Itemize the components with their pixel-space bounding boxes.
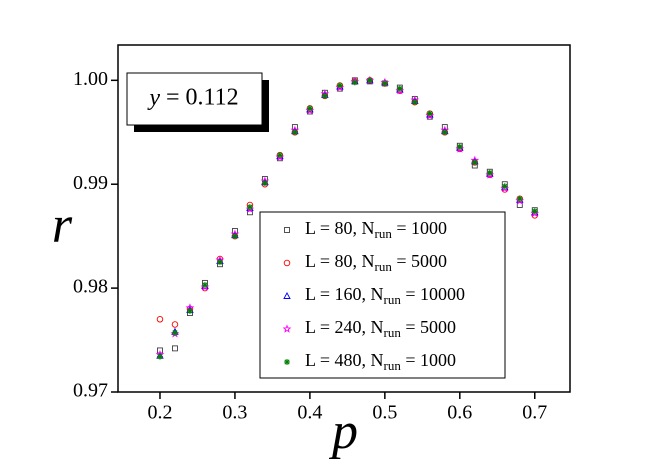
point <box>216 259 223 266</box>
x-tick-label: 0.4 <box>297 402 322 424</box>
point <box>455 144 465 153</box>
x-tick-label: 0.6 <box>447 402 472 424</box>
annotation: y = 0.112 <box>147 85 238 111</box>
legend-label: L = 80, Nrun = 5000 <box>305 251 447 274</box>
point <box>335 83 345 92</box>
legend-label: L = 160, Nrun = 10000 <box>305 284 465 307</box>
legend-label: L = 240, Nrun = 5000 <box>305 317 456 340</box>
x-axis-label: p <box>328 403 358 460</box>
point <box>172 345 178 352</box>
point <box>486 169 493 176</box>
point <box>275 152 285 161</box>
point <box>305 105 315 115</box>
point <box>501 183 508 190</box>
point <box>516 195 523 202</box>
legend-label: L = 80, Nrun = 1000 <box>305 218 447 241</box>
point <box>276 152 283 159</box>
legend-marker <box>282 324 292 333</box>
point <box>426 110 433 117</box>
point <box>156 353 163 360</box>
point <box>200 282 210 291</box>
point <box>530 208 540 218</box>
legend-marker <box>283 292 291 299</box>
y-tick-label: 0.99 <box>73 172 108 194</box>
point <box>201 281 208 288</box>
point <box>321 92 328 99</box>
point <box>306 105 313 112</box>
point <box>291 129 298 136</box>
point <box>366 77 373 84</box>
point <box>485 170 495 179</box>
point <box>246 204 253 211</box>
point <box>171 321 179 328</box>
point <box>471 159 478 166</box>
point <box>411 99 418 106</box>
point <box>351 79 358 86</box>
point <box>156 316 164 323</box>
series <box>156 77 538 360</box>
point <box>456 143 463 150</box>
plot-frame <box>117 44 571 393</box>
point <box>425 111 435 120</box>
legend-box <box>259 211 506 379</box>
point <box>336 82 343 89</box>
x-tick-label: 0.3 <box>222 402 247 424</box>
point <box>186 307 193 314</box>
point <box>441 129 448 136</box>
point <box>171 329 178 336</box>
point <box>531 208 538 215</box>
x-tick-label: 0.5 <box>372 402 397 424</box>
y-axis-label: r <box>52 197 73 254</box>
annotation-box <box>126 72 263 126</box>
y-tick-label: 1.00 <box>73 68 108 90</box>
legend-marker <box>284 227 290 233</box>
y-tick-label: 0.97 <box>73 380 108 402</box>
point <box>396 85 403 92</box>
point <box>395 86 405 95</box>
point <box>231 233 238 240</box>
legend-label: L = 480, Nrun = 1000 <box>305 350 456 373</box>
x-tick-label: 0.7 <box>522 402 547 424</box>
point <box>381 80 388 87</box>
point <box>245 204 255 213</box>
y-tick-label: 0.98 <box>73 276 108 298</box>
point <box>261 180 268 187</box>
x-tick-label: 0.2 <box>147 402 172 424</box>
legend-marker <box>284 359 290 365</box>
point <box>500 183 510 193</box>
point <box>515 196 525 205</box>
legend-marker <box>283 259 291 267</box>
